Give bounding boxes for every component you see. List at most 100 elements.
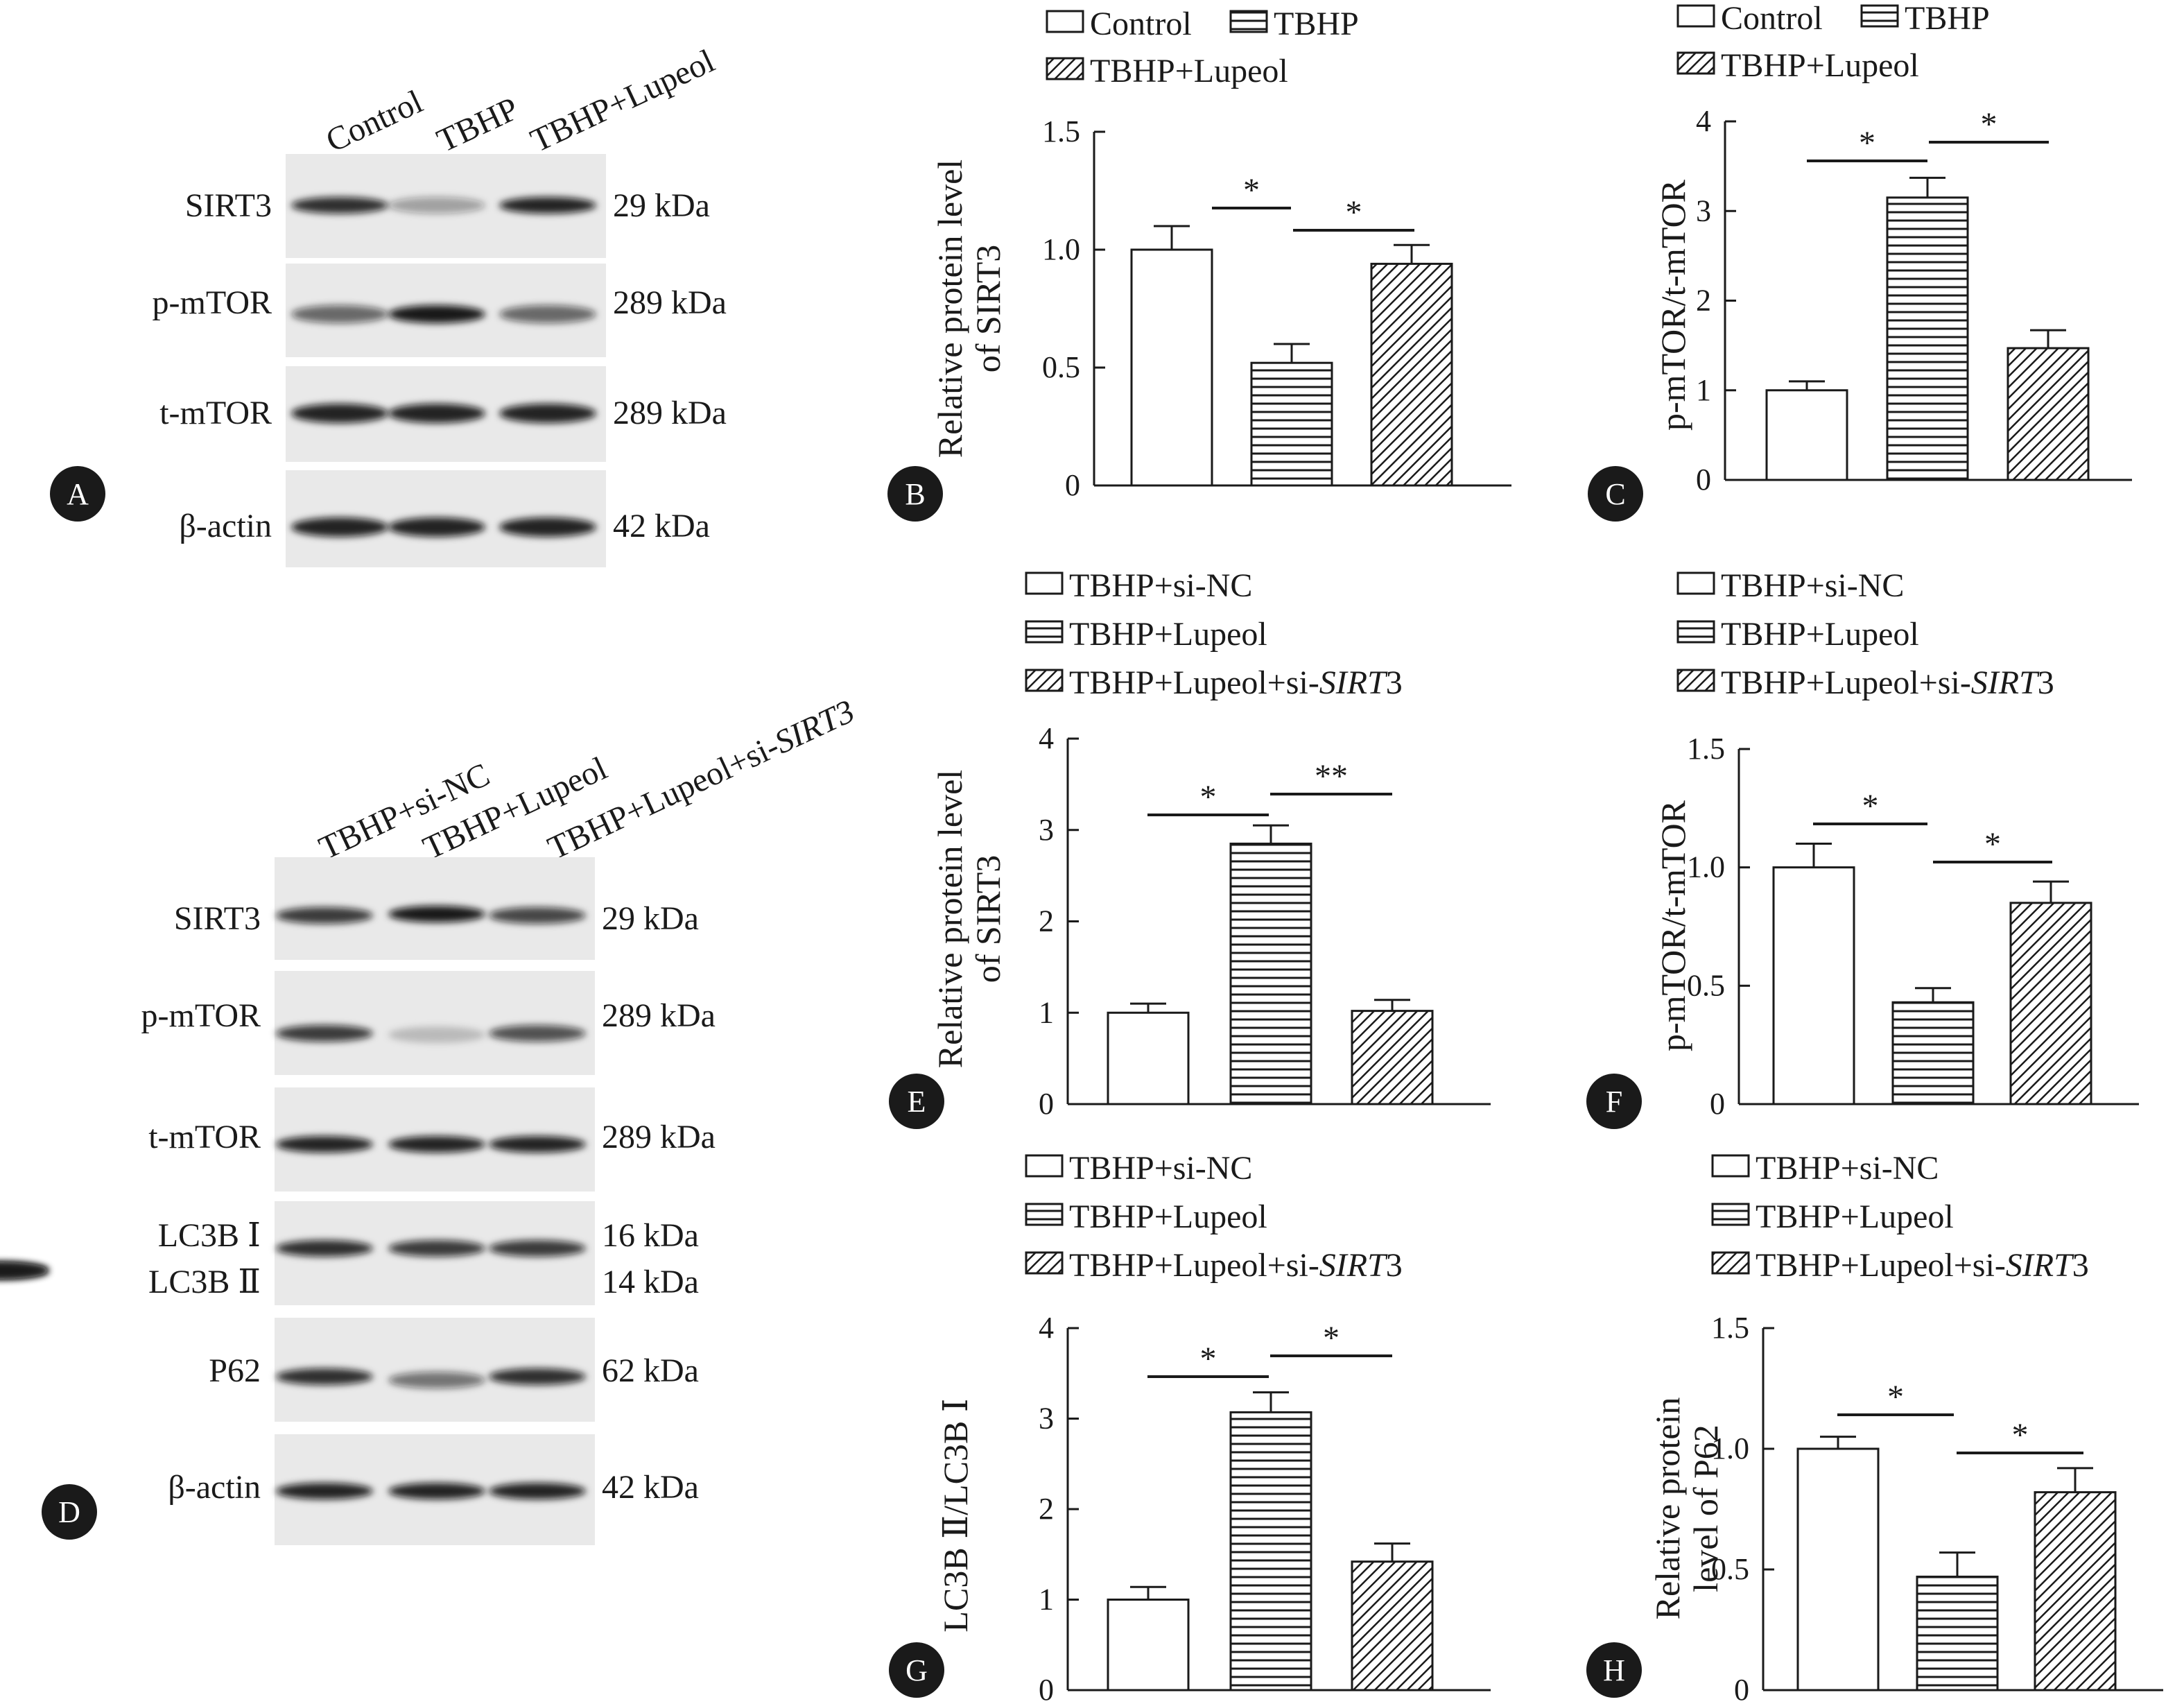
legend-label: TBHP+si-NC [1069, 1150, 1252, 1187]
panel-letter-badge [1586, 1074, 1642, 1129]
blot-strip [275, 971, 595, 1075]
blot-band [291, 197, 388, 214]
legend-gene: SIRT [1319, 664, 1388, 701]
legend-label: TBHP+Lupeol+si-SIRT3 [1069, 1247, 1403, 1284]
significance-label: * [1984, 826, 2001, 863]
y-axis-label: Relative protein levelof SIRT3 [930, 160, 1007, 458]
y-axis-label-line: p-mTOR/t-mTOR [1654, 179, 1692, 431]
y-tick-label: 0.5 [1042, 350, 1080, 384]
bar [1351, 1560, 1434, 1692]
y-axis-label-line: Relative protein level [930, 770, 969, 1068]
legend: Control TBHP TBHP+Lupeol [1676, 0, 1990, 84]
legend-gene: SIRT [1971, 664, 2040, 701]
panel-letter: A [67, 477, 89, 511]
legend-label: TBHP+Lupeol+si-SIRT3 [1756, 1247, 2089, 1284]
blot-band [489, 907, 586, 924]
legend-label: TBHP [1274, 6, 1359, 42]
lane-header-gene: SIRT3 [769, 693, 860, 761]
protein-label: p-mTOR [141, 997, 261, 1034]
chart-F: 0 0.5 1.0 1.5 p-mTOR/t-mTOR * * [1654, 732, 2139, 1121]
panel-letters: A B C D E F G H [42, 466, 1643, 1698]
legend-gene-suffix: 3 [1386, 1247, 1403, 1284]
y-tick-label: 1.0 [1042, 232, 1080, 266]
blot-band [291, 305, 388, 323]
molecular-weight-label: 29 kDa [613, 187, 710, 224]
y-axis-label-line: level of P62 [1686, 1425, 1725, 1592]
significance-label: * [1981, 106, 1997, 143]
chart-C: 0 1 2 3 4 p-mTOR/t-mTOR * * [1654, 104, 2132, 497]
blot-band [388, 1136, 485, 1153]
blot-band [388, 1026, 485, 1043]
legend-swatch [1676, 669, 1715, 692]
significance-label: * [1243, 172, 1260, 209]
bar [2034, 1491, 2117, 1692]
bar [1796, 1447, 1880, 1692]
y-tick-label: 3 [1039, 1402, 1054, 1436]
molecular-weight-label: 29 kDa [602, 900, 699, 937]
molecular-weight-label: 289 kDa [602, 997, 716, 1034]
blot-band [388, 1372, 485, 1388]
bar [1250, 361, 1333, 487]
bar [1229, 843, 1312, 1105]
protein-label: p-mTOR [153, 284, 272, 321]
legend-label: TBHP+Lupeol+si-SIRT3 [1721, 664, 2054, 701]
blot-band [388, 1240, 485, 1257]
legend-swatch [1711, 1251, 1750, 1275]
blot-band [0, 1262, 49, 1279]
y-axis-label: LC3B Ⅱ/LC3B Ⅰ [936, 1398, 975, 1632]
panel-letter-badge [887, 466, 943, 522]
y-tick-label: 1 [1039, 995, 1054, 1029]
panel-letter: E [908, 1085, 926, 1119]
y-tick-label: 4 [1039, 1311, 1054, 1345]
y-axis-label-line: of SIRT3 [969, 855, 1007, 983]
y-tick-label: 1.0 [1711, 1431, 1749, 1465]
significance-label: * [2012, 1417, 2029, 1454]
bar [1891, 1001, 1975, 1105]
panel-letter-badge [1588, 466, 1643, 522]
y-tick-label: 4 [1039, 721, 1054, 755]
y-axis-label: Relative protein levelof SIRT3 [930, 770, 1007, 1068]
legend-swatch [1025, 669, 1064, 692]
chart-G: 0 1 2 3 4 LC3B Ⅱ/LC3B Ⅰ * * [936, 1311, 1491, 1704]
legend-gene-suffix: 3 [1386, 664, 1403, 701]
bar [1370, 262, 1453, 487]
blot-band [276, 1025, 373, 1042]
y-tick-label: 1.5 [1687, 732, 1725, 766]
y-axis-label-line: p-mTOR/t-mTOR [1654, 800, 1692, 1051]
protein-label: β-actin [168, 1469, 261, 1506]
legend: TBHP+si-NC TBHP+Lupeol TBHP+Lupeol+si-SIRT… [1711, 1150, 2089, 1284]
bar [2009, 902, 2092, 1105]
legend: TBHP+si-NC TBHP+Lupeol TBHP+Lupeol+si-SIRT… [1676, 567, 2054, 701]
legend-swatch [1711, 1154, 1750, 1178]
legend-label: TBHP+Lupeol [1721, 47, 1919, 84]
y-axis-label: Relative proteinlevel of P62 [1648, 1397, 1725, 1620]
legend-label: TBHP+si-NC [1721, 567, 1904, 604]
y-tick-label: 1.5 [1711, 1311, 1749, 1345]
bar [1765, 389, 1848, 481]
blot-band [276, 907, 373, 924]
molecular-weight-label: 62 kDa [602, 1352, 699, 1389]
legend-gene-suffix: 3 [2072, 1247, 2089, 1284]
molecular-weight-label: 289 kDa [613, 395, 727, 431]
protein-label: LC3B Ⅱ [148, 1264, 261, 1300]
legend-gene-suffix: 3 [2038, 664, 2054, 701]
lane-header: TBHP+Lupeol [525, 42, 720, 160]
blot-band [388, 197, 485, 214]
significance-label: * [1859, 125, 1875, 162]
blot-band [499, 517, 596, 537]
legend-gene: SIRT [1319, 1247, 1388, 1284]
y-tick-label: 0 [1734, 1673, 1749, 1704]
significance-label: * [1200, 779, 1217, 816]
chart-H: 0 0.5 1.0 1.5 Relative proteinlevel of P62 * * [1648, 1311, 2163, 1704]
blot-band [388, 517, 485, 537]
blot-band [276, 1136, 373, 1153]
legend-swatch [1025, 571, 1064, 595]
significance-label: * [1862, 788, 1879, 825]
lane-header: Control [320, 83, 428, 160]
blot-band [276, 1368, 373, 1385]
bar [1886, 196, 1969, 481]
y-tick-label: 3 [1696, 193, 1711, 227]
legend-label: TBHP+si-NC [1756, 1150, 1939, 1187]
